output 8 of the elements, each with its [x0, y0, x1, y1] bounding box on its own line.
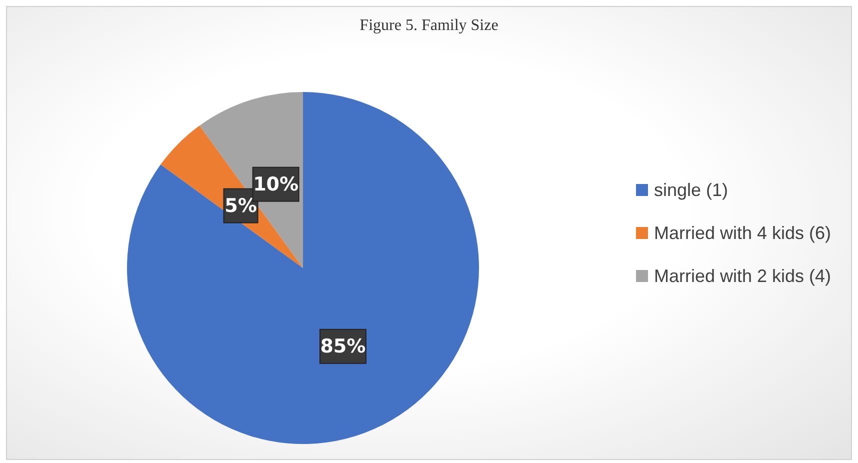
legend-label: single (1) — [654, 180, 728, 200]
chart-title: Figure 5. Family Size — [358, 17, 500, 35]
legend-label: Married with 2 kids (4) — [654, 266, 831, 286]
legend-label: Married with 4 kids (6) — [654, 222, 831, 244]
pie-slice — [127, 92, 479, 444]
data-label: 85% — [320, 335, 366, 358]
data-label: 10% — [253, 173, 299, 196]
data-label: 5% — [224, 194, 257, 217]
